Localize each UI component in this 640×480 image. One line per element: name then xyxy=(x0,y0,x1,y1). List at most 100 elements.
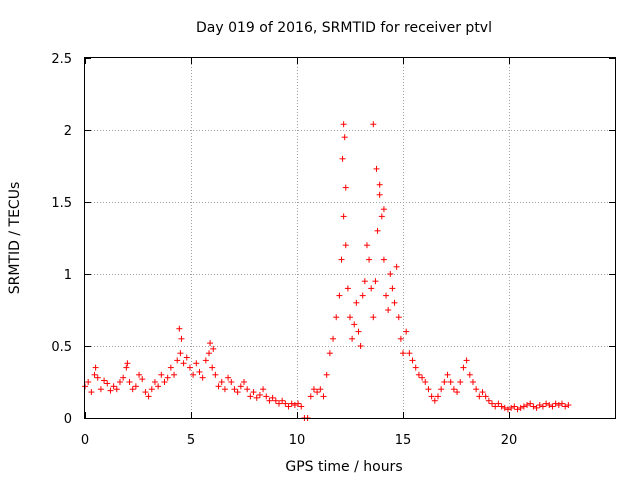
y-tick-label: 0.5 xyxy=(51,340,72,355)
data-point xyxy=(374,227,381,234)
data-point xyxy=(330,335,337,342)
data-point xyxy=(116,379,123,385)
data-point xyxy=(161,379,168,385)
data-point xyxy=(341,134,348,141)
data-point xyxy=(415,371,422,378)
data-point xyxy=(372,278,379,285)
data-point xyxy=(177,350,184,357)
data-point xyxy=(298,403,305,410)
data-point xyxy=(155,383,162,390)
data-point xyxy=(253,394,260,401)
data-point xyxy=(342,242,349,249)
data-point xyxy=(351,321,358,328)
data-point xyxy=(479,389,486,396)
data-point xyxy=(338,256,345,263)
data-point xyxy=(183,354,190,361)
x-tick-label: 0 xyxy=(81,433,89,448)
data-point xyxy=(212,371,219,378)
y-tick-label: 1 xyxy=(64,268,72,283)
data-points xyxy=(82,121,572,421)
data-point xyxy=(94,374,101,381)
data-point xyxy=(256,391,263,398)
data-point xyxy=(241,379,247,385)
data-point xyxy=(549,403,556,410)
data-point xyxy=(260,386,267,393)
data-point xyxy=(355,328,362,335)
data-point xyxy=(85,379,92,385)
x-tick-labels: 0 5 10 15 20 xyxy=(81,433,517,448)
data-point xyxy=(123,364,130,371)
data-point xyxy=(340,213,347,220)
data-point xyxy=(514,406,521,413)
data-point xyxy=(370,121,377,128)
data-point xyxy=(383,292,390,299)
data-point xyxy=(228,379,235,385)
data-point xyxy=(244,386,251,393)
data-point xyxy=(344,285,351,292)
data-point xyxy=(124,360,131,367)
data-point xyxy=(363,242,370,249)
data-point xyxy=(460,364,467,371)
data-point xyxy=(397,335,404,342)
data-point xyxy=(511,403,518,410)
data-point xyxy=(517,404,524,411)
data-point xyxy=(520,403,527,410)
data-point xyxy=(279,397,286,404)
data-point xyxy=(110,383,117,390)
data-point xyxy=(250,389,257,396)
data-point xyxy=(336,292,343,299)
data-point xyxy=(326,350,333,357)
data-point xyxy=(158,371,165,378)
data-point xyxy=(190,371,197,378)
plot-frame xyxy=(84,57,616,419)
data-point xyxy=(151,379,158,385)
data-point xyxy=(489,400,496,407)
data-point xyxy=(323,371,330,378)
data-point xyxy=(136,371,143,378)
data-point xyxy=(395,314,402,321)
y-tick-label: 1.5 xyxy=(51,196,72,211)
data-point xyxy=(339,155,346,162)
data-point xyxy=(342,184,349,191)
data-point xyxy=(353,299,360,306)
y-tick-label: 0 xyxy=(64,412,72,427)
data-point xyxy=(340,121,347,128)
data-point xyxy=(380,206,387,213)
data-point xyxy=(373,165,380,172)
data-point xyxy=(193,360,200,367)
x-axis-title: GPS time / hours xyxy=(285,459,402,475)
data-point xyxy=(387,271,394,277)
data-point xyxy=(527,400,534,407)
data-point xyxy=(210,345,217,352)
data-point xyxy=(171,371,178,378)
data-point xyxy=(361,278,368,285)
data-point xyxy=(129,386,136,393)
x-tick-label: 5 xyxy=(187,433,195,448)
data-point xyxy=(202,357,209,364)
data-point xyxy=(391,299,398,306)
data-point xyxy=(97,386,104,393)
x-tick-label: 15 xyxy=(395,433,412,448)
data-point xyxy=(454,389,461,396)
data-point xyxy=(370,314,377,321)
data-point xyxy=(275,400,282,407)
grid-lines xyxy=(85,58,615,418)
data-point xyxy=(438,386,445,393)
data-point xyxy=(530,403,537,410)
data-point xyxy=(376,191,383,198)
data-point xyxy=(285,403,292,410)
data-point xyxy=(234,389,241,396)
data-point xyxy=(565,402,572,409)
data-point xyxy=(524,402,531,409)
data-point xyxy=(466,371,473,378)
data-point xyxy=(349,335,356,342)
data-point xyxy=(476,393,483,400)
data-point xyxy=(101,377,108,384)
axis-ticks xyxy=(85,58,615,419)
data-point xyxy=(92,364,99,371)
data-point xyxy=(425,386,432,393)
data-point xyxy=(434,393,441,400)
data-point xyxy=(552,400,559,407)
data-point xyxy=(533,404,540,411)
